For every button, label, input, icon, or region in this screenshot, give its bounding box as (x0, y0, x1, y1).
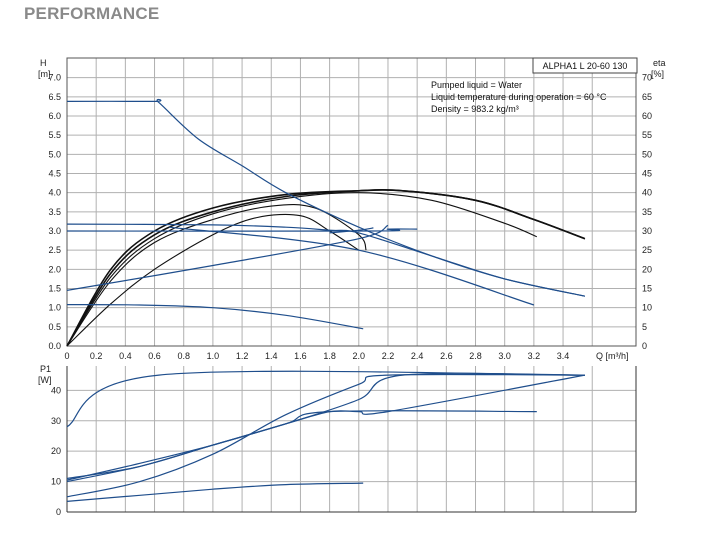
head-curve (66, 223, 586, 297)
efficiency-curve (66, 189, 586, 347)
y-left-tick-label: 3.0 (48, 226, 61, 236)
y-left-tick-label: 6.5 (48, 92, 61, 102)
y-left-tick-label: 4.5 (48, 169, 61, 179)
p1-grid (67, 366, 636, 512)
curve-layer (66, 98, 586, 502)
y-left-tick-label: 5.0 (48, 149, 61, 159)
y-left-tick-label: 0.0 (48, 341, 61, 351)
info-density: Density = 983.2 kg/m³ (431, 104, 519, 114)
y-left-tick-label: 4.0 (48, 188, 61, 198)
x-tick-label: 3.2 (528, 351, 541, 361)
p1-tick-label: 40 (51, 385, 61, 395)
power-curve (66, 410, 537, 483)
x-tick-label: 0.2 (90, 351, 103, 361)
main-plot-frame (66, 57, 637, 513)
info-temperature: Liquid temperature during operation = 60… (431, 92, 607, 102)
y-right-tick-label: 15 (642, 284, 652, 294)
x-tick-label: 2.6 (440, 351, 453, 361)
head-curve (66, 224, 389, 291)
x-tick-label: 1.0 (207, 351, 220, 361)
p1-label-unit: [W] (38, 375, 52, 385)
p1-label-symbol: P1 (40, 364, 51, 374)
x-tick-label: 1.4 (265, 351, 278, 361)
x-tick-label: 2.0 (353, 351, 366, 361)
y-right-tick-label: 60 (642, 111, 652, 121)
x-tick-label: 0 (64, 351, 69, 361)
y-right-tick-label: 25 (642, 245, 652, 255)
x-tick-label: 0.4 (119, 351, 132, 361)
x-tick-label: 3.0 (498, 351, 511, 361)
y-right-tick-label: 70 (642, 73, 652, 83)
p1-tick-label: 10 (51, 477, 61, 487)
info-liquid: Pumped liquid = Water (431, 80, 522, 90)
x-tick-label: 1.8 (323, 351, 336, 361)
y-left-tick-label: 3.5 (48, 207, 61, 217)
p1-tick-label: 30 (51, 416, 61, 426)
y-left-label-symbol: H (40, 58, 47, 68)
p1-tick-label: 20 (51, 446, 61, 456)
y-right-tick-label: 65 (642, 92, 652, 102)
head-curve (66, 228, 418, 232)
y-left-tick-label: 2.0 (48, 264, 61, 274)
y-left-tick-label: 7.0 (48, 73, 61, 83)
x-axis-label: Q [m³/h] (596, 351, 629, 361)
page-heading: PERFORMANCE (24, 4, 160, 23)
y-right-tick-label: 20 (642, 264, 652, 274)
y-right-label-unit: [%] (651, 69, 664, 79)
efficiency-curve (66, 192, 538, 347)
x-tick-label: 3.4 (557, 351, 570, 361)
power-curve (66, 370, 585, 428)
y-right-tick-label: 35 (642, 207, 652, 217)
head-curve (169, 226, 535, 306)
x-tick-label: 0.8 (177, 351, 190, 361)
main-grid (67, 58, 636, 346)
y-left-tick-label: 5.5 (48, 130, 61, 140)
main-plot-border (66, 57, 637, 347)
y-left-tick-label: 2.5 (48, 245, 61, 255)
model-label-box (532, 57, 638, 74)
y-left-tick-label: 0.5 (48, 322, 61, 332)
y-right-tick-label: 50 (642, 149, 652, 159)
y-right-tick-label: 45 (642, 169, 652, 179)
y-right-tick-label: 0 (642, 341, 647, 351)
head-curve (329, 227, 374, 234)
head-curve (66, 304, 364, 330)
y-right-tick-label: 10 (642, 303, 652, 313)
y-right-tick-label: 5 (642, 322, 647, 332)
y-left-label-unit: [m] (38, 69, 51, 79)
x-tick-label: 1.6 (294, 351, 307, 361)
model-label: ALPHA1 L 20-60 130 (543, 61, 628, 71)
head-curve (66, 98, 586, 297)
y-left-tick-label: 1.5 (48, 284, 61, 294)
y-right-tick-label: 40 (642, 188, 652, 198)
x-tick-label: 2.2 (382, 351, 395, 361)
x-tick-label: 2.8 (469, 351, 482, 361)
y-right-tick-label: 55 (642, 130, 652, 140)
axis-ticks: 0 0.2 0.4 0.6 0.8 1.0 1.2 1.4 1.6 1.8 2.0 2.2 2.4 2.6… (48, 73, 652, 517)
y-left-tick-label: 1.0 (48, 303, 61, 313)
y-right-label-symbol: eta (653, 58, 666, 68)
y-right-tick-label: 30 (642, 226, 652, 236)
y-left-tick-label: 6.0 (48, 111, 61, 121)
power-curve (66, 373, 585, 498)
power-curve (66, 374, 586, 481)
x-tick-label: 0.6 (148, 351, 161, 361)
x-tick-label: 2.4 (411, 351, 424, 361)
power-curve (66, 482, 364, 502)
p1-tick-label: 0 (56, 507, 61, 517)
x-tick-label: 1.2 (236, 351, 249, 361)
